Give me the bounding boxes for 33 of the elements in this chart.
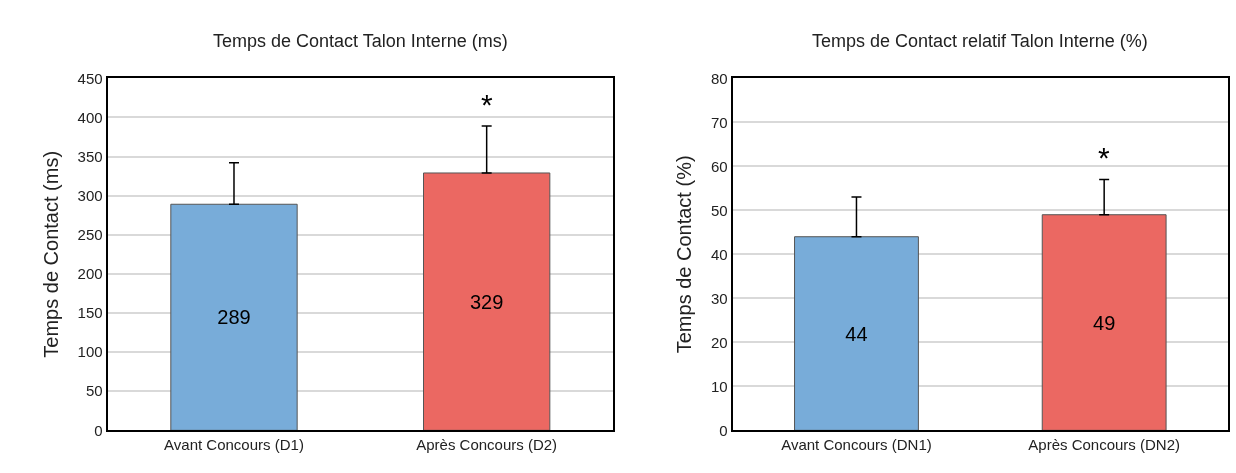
chart-title: Temps de Contact Talon Interne (ms) <box>213 31 508 51</box>
x-tick-label: Avant Concours (DN1) <box>781 436 932 454</box>
annotation: * <box>1098 141 1110 174</box>
y-tick-label: 40 <box>710 245 728 263</box>
y-tick-label: 200 <box>77 265 103 283</box>
y-axis-title: Temps de Contact (ms) <box>39 150 62 358</box>
data-label: 44 <box>845 322 868 345</box>
data-label: 289 <box>217 306 251 329</box>
y-axis-title: Temps de Contact (%) <box>672 155 695 354</box>
x-tick-label: Après Concours (DN2) <box>1028 436 1181 454</box>
y-tick-label: 50 <box>85 382 103 400</box>
annotation: * <box>481 88 493 121</box>
y-tick-label: 250 <box>77 226 103 244</box>
y-tick-label: 300 <box>77 186 103 204</box>
y-tick-label: 350 <box>77 147 103 165</box>
y-tick-label: 150 <box>77 304 103 322</box>
y-tick-label: 0 <box>94 421 103 439</box>
y-tick-label: 50 <box>710 201 728 219</box>
y-tick-label: 400 <box>77 108 103 126</box>
y-tick-label: 10 <box>710 377 728 395</box>
y-tick-label: 70 <box>710 113 728 131</box>
y-tick-label: 30 <box>710 289 728 307</box>
chart-title: Temps de Contact relatif Talon Interne (%) <box>812 31 1148 51</box>
y-tick-label: 450 <box>77 69 103 87</box>
y-tick-label: 60 <box>710 157 728 175</box>
data-label: 49 <box>1093 311 1116 334</box>
y-tick-label: 80 <box>710 69 728 87</box>
x-tick-label: Après Concours (D2) <box>416 436 558 454</box>
x-tick-label: Avant Concours (D1) <box>164 436 304 454</box>
y-tick-label: 0 <box>719 421 728 439</box>
data-label: 329 <box>469 290 504 313</box>
y-tick-label: 100 <box>77 343 103 361</box>
y-tick-label: 20 <box>710 333 728 351</box>
